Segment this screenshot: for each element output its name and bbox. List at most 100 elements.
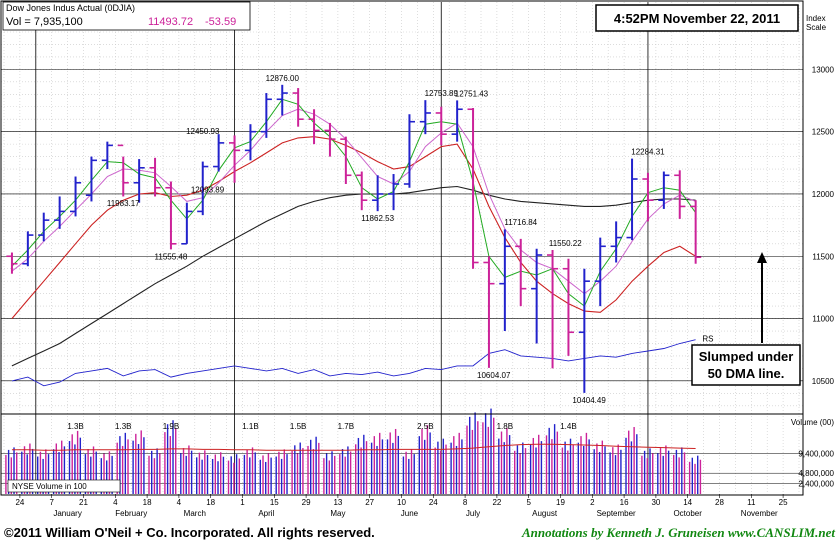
price-annotation: 11862.53 [361, 214, 394, 223]
x-tick-label: 16 [620, 498, 629, 507]
price-bar [165, 181, 177, 250]
x-tick-label: 15 [270, 498, 279, 507]
timestamp: 4:52PM November 22, 2011 [614, 11, 780, 26]
price-bar [467, 108, 479, 269]
volume-annotation: 1.1B [242, 422, 258, 431]
x-tick-label: 27 [365, 498, 374, 507]
price-annotation: 12093.89 [191, 185, 225, 194]
month-label: January [53, 509, 81, 518]
volume-label: Vol = 7,935,100 [6, 16, 83, 28]
price-bar [6, 252, 18, 274]
price-bar [562, 258, 575, 356]
price-annotation: 10404.49 [572, 396, 606, 405]
price-bar [324, 122, 336, 157]
price-bar [181, 202, 193, 245]
month-label: May [330, 509, 345, 518]
dma-200-line [11, 185, 696, 367]
price-bar [546, 250, 559, 369]
x-tick-label: 2 [590, 498, 595, 507]
month-label: March [184, 509, 206, 518]
price-bar [197, 161, 209, 216]
x-tick-label: 30 [651, 498, 660, 507]
price-annotation: 12876.00 [266, 74, 300, 83]
price-bar [594, 237, 606, 307]
month-label: April [258, 509, 274, 518]
price-bar [515, 238, 527, 307]
price-annotation: 12753.89 [425, 89, 459, 98]
price-bar [260, 93, 272, 138]
price-tick-label: 13000 [812, 65, 835, 74]
volume-annotation: 1.3B [67, 422, 83, 431]
callout-line-2: 50 DMA line. [708, 366, 785, 381]
price-annotation: 11555.48 [155, 252, 188, 261]
volume-annotation: 1.5B [290, 422, 306, 431]
x-tick-label: 7 [49, 498, 54, 507]
volume-series-label: NYSE Volume in 100 [12, 482, 87, 491]
callout-arrow-head [757, 252, 767, 263]
price-bar [690, 200, 702, 264]
price-bar [22, 231, 34, 267]
chart-title: Dow Jones Indus Actual (0DJIA) [6, 3, 135, 13]
x-tick-label: 4 [177, 498, 182, 507]
volume-annotation: 1.4B [560, 422, 576, 431]
x-tick-label: 5 [526, 498, 531, 507]
price-bar [499, 229, 511, 332]
price-bar [356, 171, 368, 211]
last-price: 11493.72 [148, 16, 193, 28]
x-tick-label: 28 [715, 498, 724, 507]
price-bar [101, 141, 113, 170]
price-bar [85, 156, 98, 202]
timestamp-box [595, 4, 799, 32]
price-bar [642, 172, 654, 222]
x-tick-label: 22 [492, 498, 501, 507]
volume-annotation: 1.9B [163, 422, 179, 431]
price-bar [403, 114, 416, 188]
x-tick-label: 29 [302, 498, 311, 507]
callout-line-1: Slumped under [699, 349, 794, 364]
index-scale-label: Index Scale [806, 14, 827, 32]
month-label: June [401, 509, 419, 518]
price-annotation: 12450.93 [186, 127, 220, 136]
grid-lines [1, 2, 803, 494]
dma-10-line [11, 98, 697, 307]
x-tick-label: 25 [779, 498, 788, 507]
month-label: October [673, 509, 702, 518]
rs-line [11, 339, 696, 387]
x-tick-label: 13 [333, 498, 342, 507]
month-label: August [532, 509, 558, 518]
month-label: July [466, 509, 480, 518]
price-bar [228, 135, 241, 183]
price-bar [372, 175, 384, 212]
dma-21-line [11, 108, 696, 295]
price-bar [276, 84, 288, 116]
x-tick-label: 14 [683, 498, 692, 507]
price-tick-label: 10500 [812, 377, 835, 386]
price-bar [244, 124, 257, 161]
price-annotation: 10604.07 [477, 371, 511, 380]
price-bar [483, 256, 495, 368]
copyright: ©2011 William O'Neil + Co. Incorporated.… [4, 525, 375, 540]
volume-annotation: 1.7B [338, 422, 354, 431]
plot-frame [0, 0, 804, 496]
volume-tick-label: 2,400,000 [798, 480, 834, 489]
price-bar [435, 106, 447, 146]
x-tick-label: 11 [747, 498, 756, 507]
x-tick-label: 8 [463, 498, 468, 507]
price-bar [674, 170, 686, 219]
price-change: -53.59 [205, 16, 236, 28]
price-bar [213, 134, 225, 172]
price-bar [292, 88, 304, 127]
x-tick-label: 24 [429, 498, 438, 507]
price-tick-label: 12000 [812, 190, 835, 199]
volume-annotation: 1.3B [115, 422, 131, 431]
header-box [2, 1, 251, 31]
volume-axis-label: Volume (00) [791, 418, 834, 427]
x-tick-label: 10 [397, 498, 406, 507]
price-annotation: 12751.43 [455, 89, 489, 98]
month-label: November [741, 509, 778, 518]
rs-label: RS [702, 335, 713, 344]
x-tick-label: 1 [240, 498, 245, 507]
x-tick-label: 24 [15, 498, 24, 507]
price-bar [626, 158, 638, 241]
